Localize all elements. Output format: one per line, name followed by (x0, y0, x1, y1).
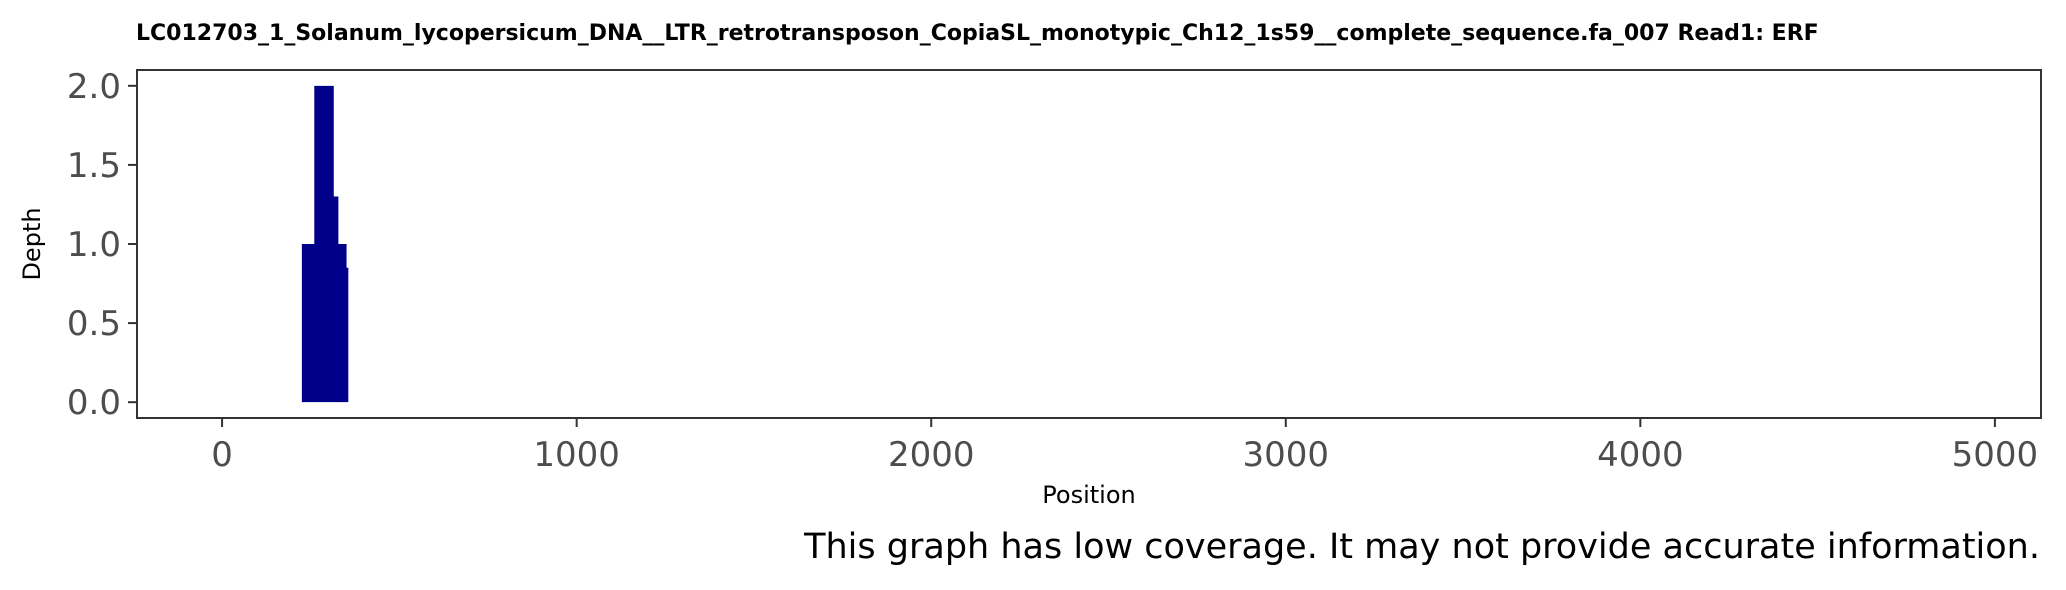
x-tick-label: 0 (211, 435, 233, 475)
depth-area-layer (301, 85, 349, 403)
y-tick-label: 2.0 (67, 67, 121, 107)
y-tick-label: 0.5 (67, 304, 121, 344)
x-tick-label: 1000 (533, 435, 620, 475)
y-tick-label: 1.0 (67, 225, 121, 265)
depth-area-0 (301, 85, 349, 403)
y-axis: 0.0 0.5 1.0 1.5 2.0 (67, 67, 137, 423)
x-tick-label: 5000 (1952, 435, 2039, 475)
x-axis: 0 1000 2000 3000 4000 5000 (211, 418, 2038, 475)
y-tick-label: 1.5 (67, 146, 121, 186)
plot-panel (136, 69, 2042, 419)
x-tick-label: 2000 (888, 435, 975, 475)
y-tick-label: 0.0 (67, 383, 121, 423)
x-tick-label: 3000 (1243, 435, 1330, 475)
x-axis-title: Position (1042, 481, 1135, 509)
low-coverage-note: This graph has low coverage. It may not … (803, 527, 2040, 567)
chart-title: LC012703_1_Solanum_lycopersicum_DNA__LTR… (136, 21, 1819, 46)
y-axis-title: Depth (18, 207, 46, 280)
x-tick-label: 4000 (1597, 435, 1684, 475)
